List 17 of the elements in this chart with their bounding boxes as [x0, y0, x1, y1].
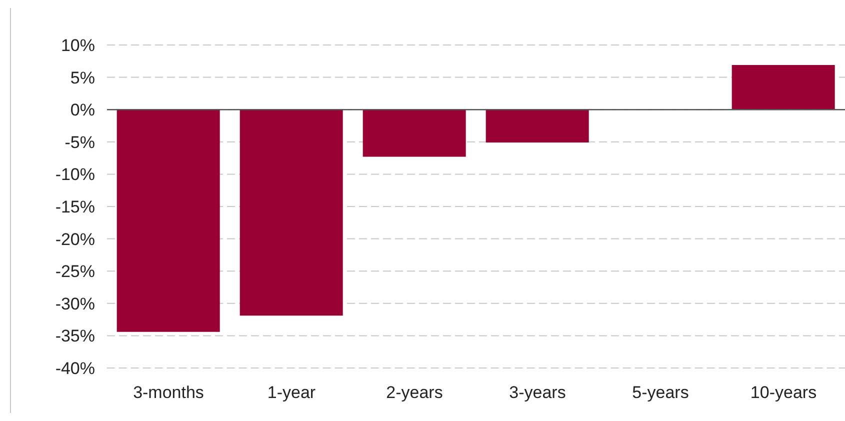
y-tick-label: -20%	[55, 230, 95, 249]
y-tick-label: 5%	[70, 68, 95, 88]
x-tick-label: 5-years	[632, 383, 689, 402]
x-tick-label: 3-years	[509, 383, 566, 402]
x-tick-label: 2-years	[386, 383, 443, 402]
x-tick-label: 3-months	[133, 383, 204, 402]
x-tick-label: 1-year	[267, 383, 316, 402]
y-tick-label: 10%	[60, 36, 95, 56]
x-tick-label: 10-years	[750, 383, 817, 402]
y-tick-label: -30%	[55, 294, 95, 314]
y-tick-label: -35%	[55, 326, 95, 346]
y-tick-label: -25%	[55, 262, 95, 282]
y-tick-label: -15%	[55, 198, 95, 217]
y-tick-label: -10%	[55, 165, 95, 184]
y-tick-label: 0%	[70, 100, 95, 120]
y-tick-label: -5%	[64, 132, 95, 152]
y-tick-label: -40%	[55, 359, 95, 378]
